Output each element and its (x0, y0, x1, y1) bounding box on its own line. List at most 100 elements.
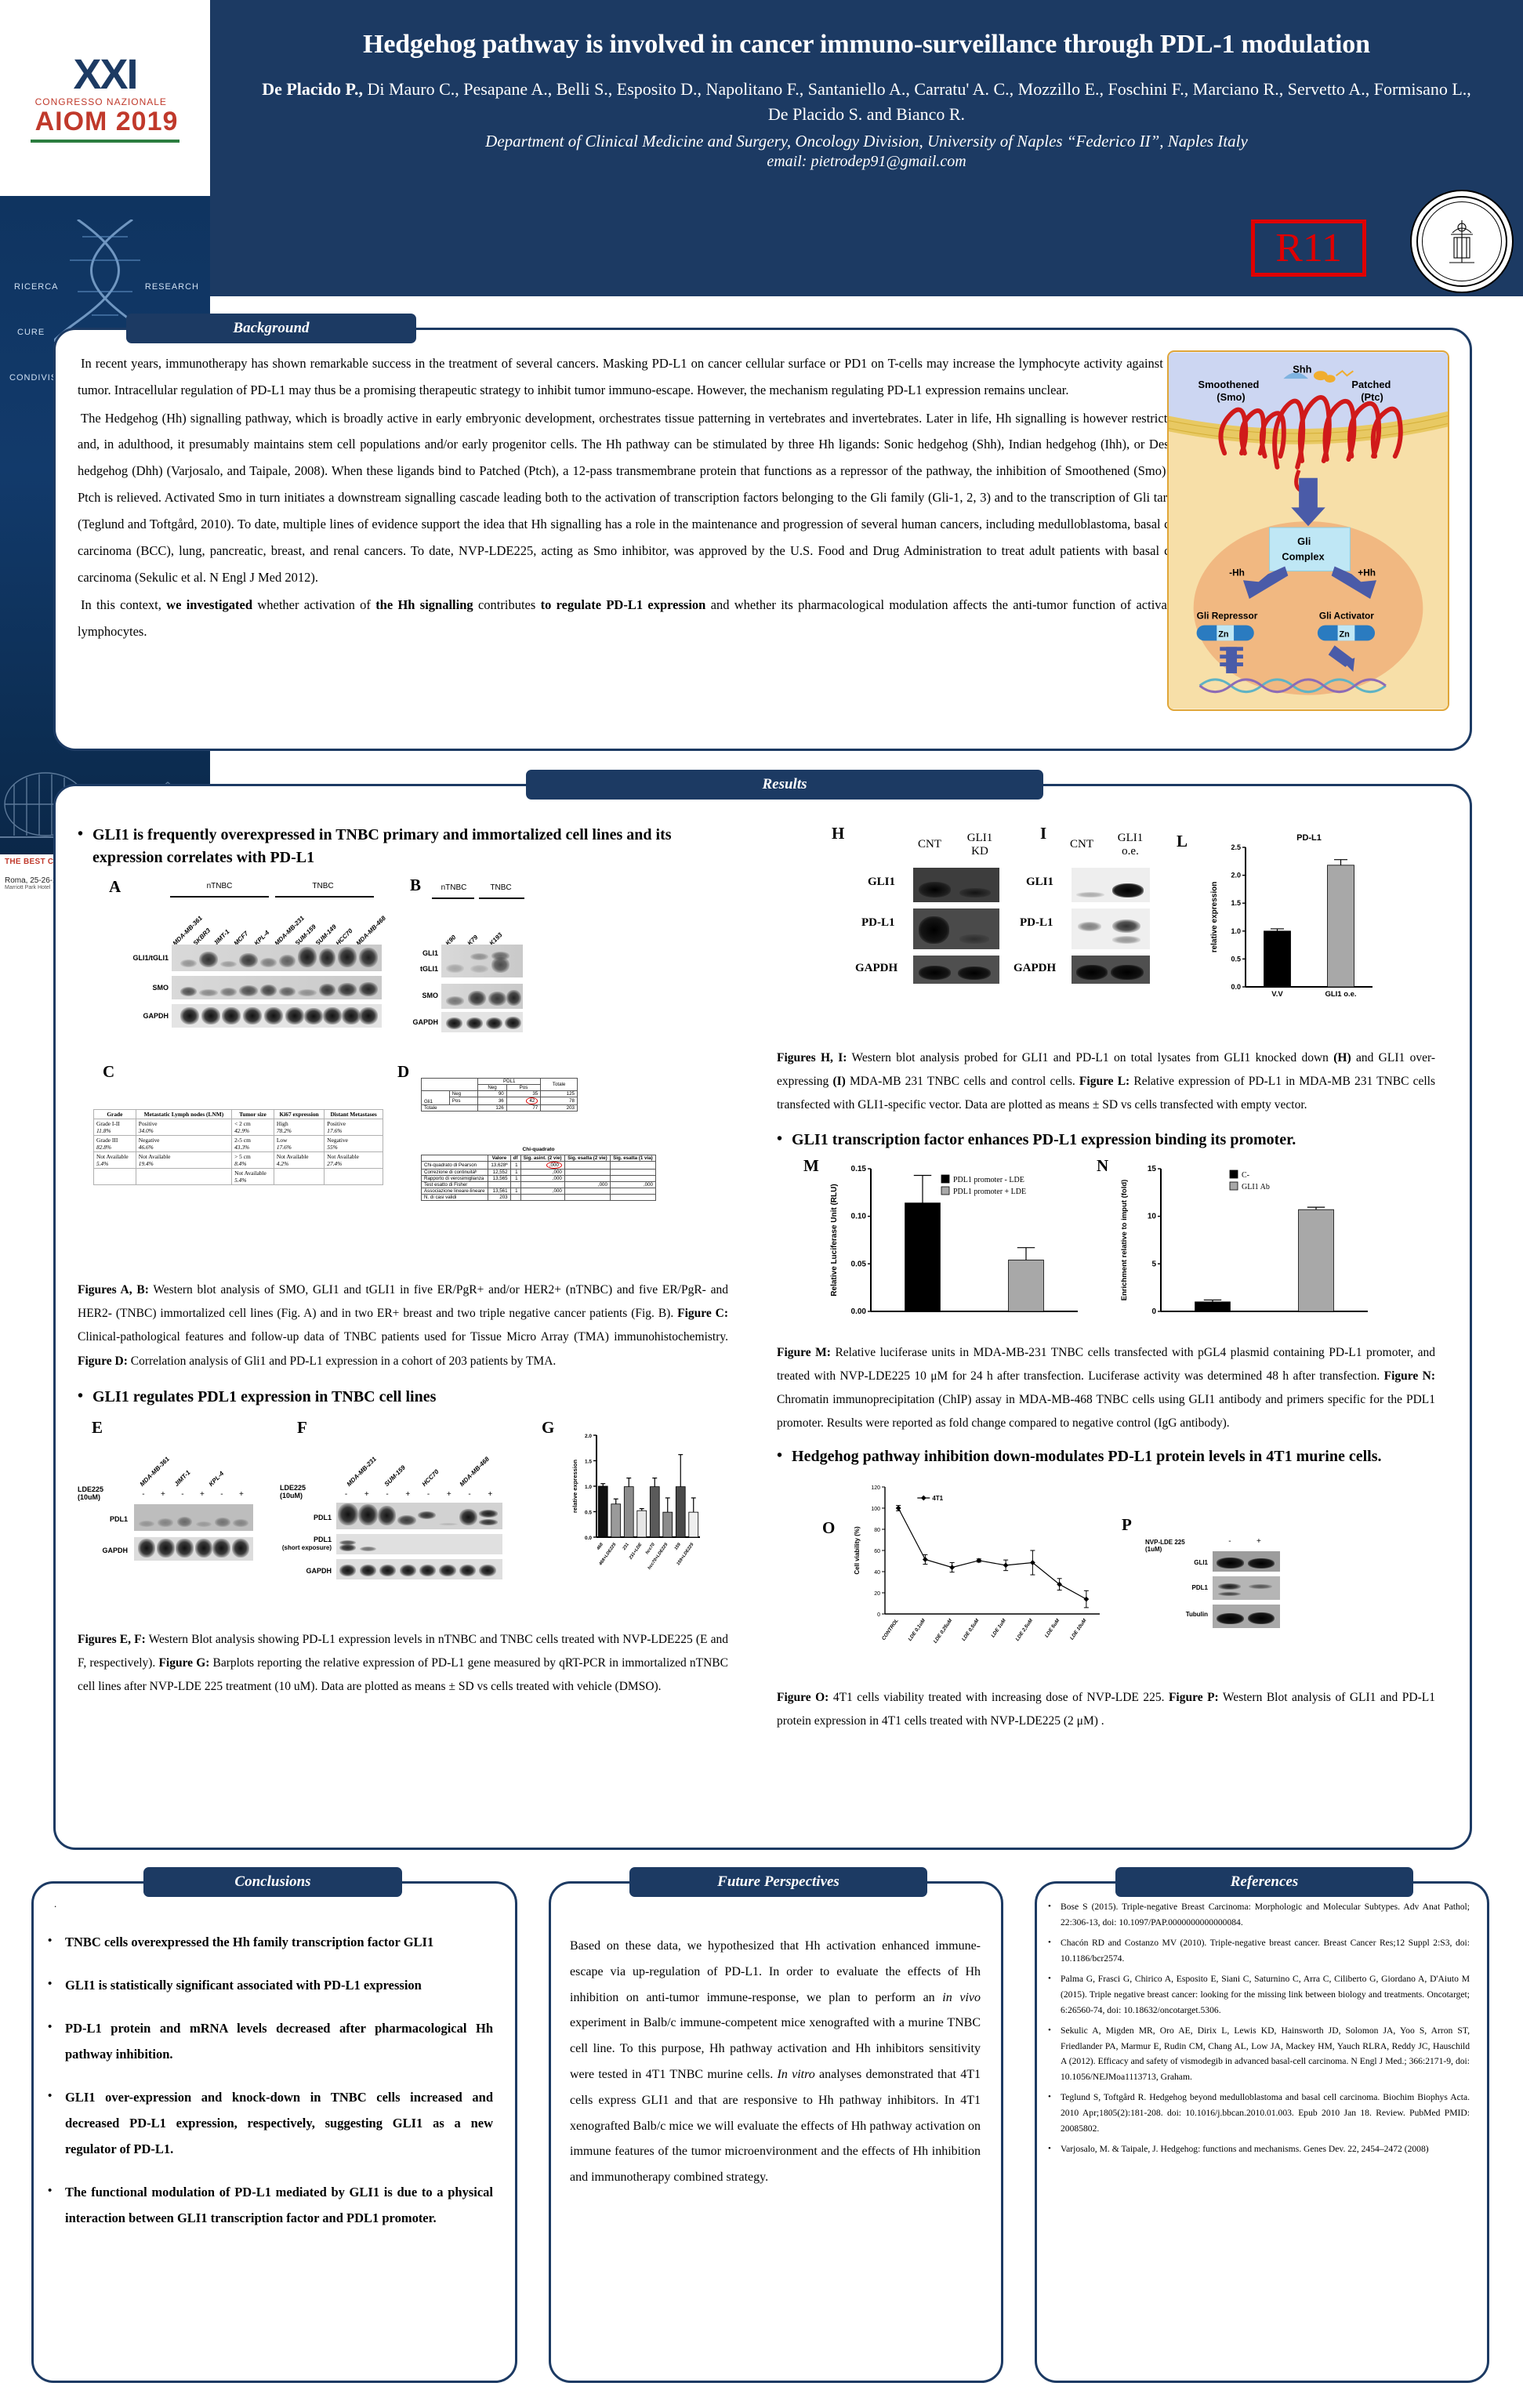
legend-c-bold: Figure C: (677, 1307, 728, 1321)
svg-text:120: 120 (871, 1485, 880, 1491)
panelP-treatment-label: NVP-LDE 225 (1uM) (1145, 1539, 1213, 1553)
svg-text:GLI1 o.e.: GLI1 o.e. (1325, 990, 1356, 999)
table-cell: Grade III 82.8% (93, 1135, 136, 1152)
bullet-dot: • (78, 825, 84, 843)
chisq-col-0 (420, 1155, 489, 1162)
panel-E-label: E (92, 1417, 103, 1437)
legend-d-bold: Figure D: (78, 1354, 128, 1368)
panelA-blot-gli1 (172, 945, 382, 971)
panelF-sign-8: + (488, 1489, 493, 1499)
legend-hi-t3: MDA-MB 231 TNBC cells and control cells. (845, 1075, 1079, 1089)
congress-roman-numeral: XXI (73, 51, 138, 98)
references-list: Bose S (2015). Triple-negative Breast Ca… (1037, 1884, 1487, 2157)
panelB-row-3: SMO (422, 992, 438, 999)
panelB-group2-rule (479, 898, 524, 899)
panelB-group1-rule (432, 898, 474, 899)
svg-text:10: 10 (1148, 1212, 1157, 1220)
panelH-lane2-l1: GLI1 (966, 832, 993, 844)
legend-o-bold: Figure O: (777, 1690, 829, 1704)
conclusions-section: Conclusions . TNBC cells overexpressed t… (31, 1867, 517, 2383)
svg-text:Enrichment relative to imput (: Enrichment relative to imput (fold) (1120, 1179, 1129, 1300)
conclusion-item: PD-L1 protein and mRNA levels decreased … (42, 2015, 493, 2067)
panelF-sign-row: - + - + - + - + (336, 1490, 501, 1499)
legend-d-text: Correlation analysis of Gli1 and PD-L1 e… (127, 1354, 557, 1368)
crosstab-colgroup: PDL1 (477, 1078, 542, 1085)
panelE-treat-l2: (10uM) (78, 1492, 100, 1501)
table-row: Totale 126 77 203 (420, 1104, 578, 1112)
svg-text:relative expression: relative expression (571, 1459, 578, 1512)
background-paragraph-2: The Hedgehog (Hh) signalling pathway, wh… (78, 410, 1183, 585)
svg-text:PDL1 promoter - LDE: PDL1 promoter - LDE (953, 1176, 1024, 1184)
results-bullet-1-text: GLI1 is frequently overexpressed in TNBC… (92, 824, 672, 869)
crosstab-r2-tot: 78 (540, 1097, 578, 1105)
svg-text:1.5: 1.5 (1231, 899, 1241, 907)
table-cell (609, 1161, 657, 1170)
crosstab-total-pos: 77 (506, 1104, 542, 1112)
table-cell (520, 1181, 565, 1188)
panel-P-label: P (1122, 1514, 1132, 1534)
conclusion-item: The functional modulation of PD-L1 media… (42, 2179, 493, 2231)
table-cell: < 2 cm 42.9% (231, 1119, 274, 1136)
conclusions-section-title: Conclusions (143, 1867, 402, 1897)
svg-text:Complex: Complex (1282, 551, 1325, 563)
panelE-sign-4: + (199, 1489, 205, 1499)
col-grade: Grade (93, 1109, 136, 1119)
table-cell (93, 1168, 136, 1185)
panelF-lane-1: MDA-MB-231 (345, 1455, 378, 1488)
figure-panel-OP: O 0 20 40 60 80 100 120 Cell viability (%) CONTR… (777, 1471, 1451, 1683)
svg-text:PDL1 promoter + LDE: PDL1 promoter + LDE (953, 1188, 1026, 1196)
svg-text:0: 0 (877, 1612, 880, 1618)
future-p2: experiment in Balb/c immune-competent mi… (570, 2016, 981, 2081)
legend-MN: Figure M: Relative luciferase units in M… (777, 1341, 1435, 1436)
poster-header: XXI CONGRESSO NAZIONALE AIOM 2019 RICERC… (0, 0, 1523, 980)
figure-panel-MN: M 0.00 0.05 0.10 0.15 Relative Luciferase Un… (777, 1156, 1451, 1336)
panelB-blot-gapdh (441, 1012, 523, 1032)
svg-text:LDE 1uM: LDE 1uM (990, 1617, 1007, 1638)
crosstab-r1-tot: 125 (540, 1090, 578, 1097)
legend-EFG: Figures E, F: Western Blot analysis show… (78, 1628, 728, 1699)
table-cell: Grade I-II 11.8% (93, 1119, 136, 1136)
table-cell: 2-5 cm 43.3% (231, 1135, 274, 1152)
crosstab-table: PDL1 Totale Neg Pos Gli1 Neg 90 35 125 P… (420, 1078, 578, 1112)
panel-H-label: H (832, 824, 845, 843)
svg-text:0.0: 0.0 (585, 1536, 592, 1541)
table-cell: Negative 46.6% (135, 1135, 233, 1152)
venue-hotel: Marriott Park Hotel (5, 885, 51, 890)
panelE-row-1: PDL1 (109, 1514, 128, 1523)
chisq-col-4: Sig. esatta (2 vie) (564, 1155, 611, 1162)
chart-G: 0.0 0.5 1.0 1.5 2.0 relative expression 468 468… (570, 1427, 703, 1573)
hh-pathway-svg: Shh Smoothened (Smo) Patched (Ptc) Gli C… (1169, 352, 1448, 709)
panelE-treatment-label: LDE225 (10uM) (78, 1485, 129, 1501)
chisq-title: Chi-quadrato (522, 1147, 555, 1152)
legend-l-bold: Figure L: (1079, 1075, 1130, 1089)
first-author: De Placido P., (262, 79, 363, 99)
crosstab-r1-pos: 35 (506, 1090, 542, 1097)
svg-text:Zn: Zn (1340, 629, 1350, 639)
svg-text:LDE 2,5uM: LDE 2,5uM (1015, 1617, 1035, 1641)
svg-text:159: 159 (674, 1542, 683, 1551)
clinical-features-table: Grade Metastatic Lymph nodes (LNM) Tumor… (93, 1109, 383, 1185)
svg-text:231+LDE: 231+LDE (628, 1542, 643, 1561)
table-cell (609, 1175, 657, 1182)
panelP-treat-l2: (1uM) (1145, 1545, 1162, 1553)
panelI-lane-1: CNT (1070, 838, 1093, 850)
figure-panel-HIL: H CNT GLI1 KD GLI1 PD-L1 GAPDH I CNT (777, 824, 1451, 1051)
table-cell (509, 1194, 521, 1201)
table-cell (564, 1161, 611, 1170)
reference-item: Chacón RD and Costanzo MV (2010). Triple… (1043, 1935, 1470, 1967)
svg-text:Gli Activator: Gli Activator (1319, 611, 1374, 622)
affiliation: Department of Clinical Medicine and Surg… (485, 131, 1248, 150)
panelP-row-2: PDL1 (1191, 1583, 1208, 1591)
svg-text:LDE 0,1uM: LDE 0,1uM (908, 1617, 927, 1641)
panel-M-label: M (803, 1155, 819, 1175)
bullet-dot: • (777, 1446, 783, 1464)
page-title: Hedgehog pathway is involved in cancer i… (363, 30, 1370, 59)
panelA-row-3: GAPDH (143, 1012, 169, 1020)
panelF-sign-1: - (344, 1489, 348, 1499)
table-cell: ,000 (564, 1181, 611, 1188)
table-cell: 13,561 (488, 1188, 511, 1195)
future-perspectives-section-title: Future Perspectives (629, 1867, 927, 1897)
chart-svg-M: 0.00 0.05 0.10 0.15 Relative Luciferase Unit… (830, 1165, 1078, 1316)
panelB-group-ntnbc: nTNBC (441, 883, 467, 892)
table-row: Gli1 Neg 90 35 125 (421, 1090, 578, 1105)
